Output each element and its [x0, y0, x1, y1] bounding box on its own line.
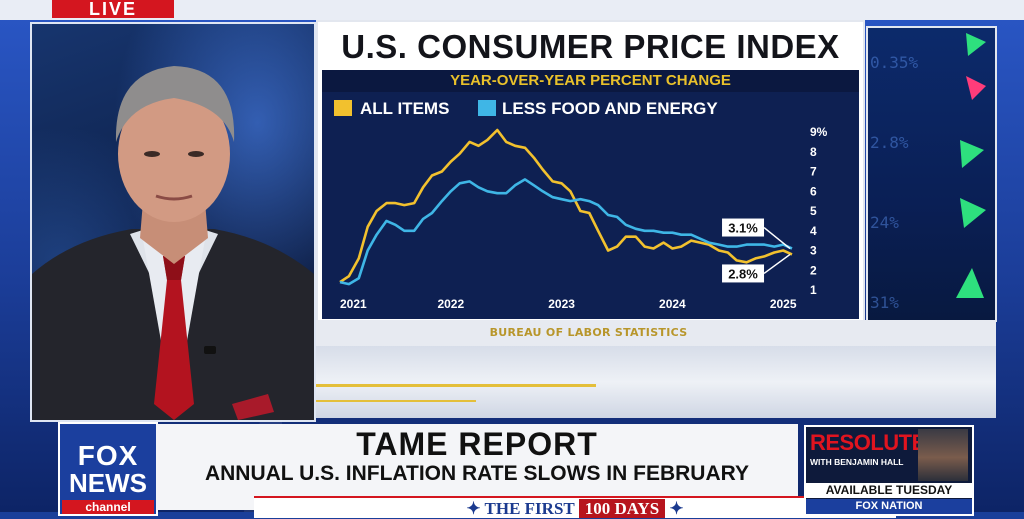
- series-line-0: [339, 128, 793, 284]
- program-banner: ✦ THE FIRST 100 DAYS ✦: [254, 496, 896, 518]
- x-tick-label: 2022: [437, 297, 464, 311]
- y-tick-label: 1: [810, 283, 817, 297]
- series-line-1: [339, 178, 793, 286]
- promo-availability: AVAILABLE TUESDAY: [806, 483, 972, 498]
- program-days-badge: 100 DAYS: [578, 499, 666, 518]
- program-title: ✦ THE FIRST 100 DAYS ✦: [254, 499, 896, 519]
- y-tick-label: 5: [810, 204, 817, 218]
- legend-swatch-all-items: [334, 100, 352, 116]
- y-tick-label: 6: [810, 184, 817, 198]
- anchor-video: [30, 22, 316, 422]
- fox-news-logo: FOX NEWS channel: [58, 422, 158, 516]
- star-icon: ✦: [665, 499, 684, 518]
- logo-news-text: NEWS: [69, 468, 147, 498]
- program-title-left: THE FIRST: [484, 499, 575, 518]
- annotation-leader: [763, 253, 791, 275]
- cpi-chart-panel: U.S. CONSUMER PRICE INDEX YEAR-OVER-YEAR…: [316, 20, 865, 324]
- y-tick-label: 7: [810, 165, 817, 179]
- legend-swatch-core: [478, 100, 496, 116]
- promo-host-photo: [918, 429, 968, 481]
- headline-box: TAME REPORT ANNUAL U.S. INFLATION RATE S…: [156, 424, 896, 518]
- market-arrows-graphic: 0.35% 2.8% 24% 31%: [870, 33, 986, 312]
- chart-source: BUREAU OF LABOR STATISTICS: [489, 326, 688, 339]
- svg-text:24%: 24%: [870, 213, 899, 232]
- market-graphic-panel: 0.35% 2.8% 24% 31%: [866, 26, 997, 322]
- annotation-label: 3.1%: [728, 221, 758, 236]
- y-tick-label: 9%: [810, 125, 828, 139]
- annotation-box: [722, 264, 765, 283]
- star-icon: ✦: [466, 499, 485, 518]
- lower-third: FOX NEWS channel TAME REPORT ANNUAL U.S.…: [58, 420, 896, 518]
- gold-stripe: [316, 384, 596, 387]
- y-tick-label: 2: [810, 263, 817, 277]
- annotation-leader: [763, 226, 791, 250]
- logo-channel-text: channel: [62, 500, 154, 514]
- chart-legend: ALL ITEMS LESS FOOD AND ENERGY: [334, 99, 718, 118]
- axis-layer: 2021 2022 2023 2024 2025 9% 8 7 6 5 4 3 2 1 3.1% 2.8%: [340, 125, 828, 311]
- source-band: [316, 320, 996, 346]
- gold-stripe: [316, 400, 476, 402]
- x-tick-label: 2024: [659, 297, 686, 311]
- chart-subtitle: YEAR-OVER-YEAR PERCENT CHANGE: [322, 70, 859, 92]
- y-tick-label: 3: [810, 244, 817, 258]
- promo-title: RESOLUTE: [810, 430, 926, 455]
- promo-platform: FOX NATION: [806, 499, 972, 514]
- headline-subtitle: ANNUAL U.S. INFLATION RATE SLOWS IN FEBR…: [204, 462, 750, 485]
- annotation-label: 2.8%: [728, 266, 758, 281]
- live-badge: LIVE: [52, 0, 174, 18]
- svg-text:31%: 31%: [870, 293, 899, 312]
- plot-layer: [339, 128, 793, 286]
- top-band: [0, 0, 1024, 20]
- annotation-box: [722, 218, 765, 237]
- chart-area: YEAR-OVER-YEAR PERCENT CHANGE ALL ITEMS …: [322, 70, 859, 319]
- anchor-figure: [32, 66, 314, 420]
- x-tick-label: 2025: [770, 297, 797, 311]
- studio-deck: [316, 346, 996, 418]
- legend-label-all-items: ALL ITEMS: [360, 99, 449, 118]
- chart-title: U.S. CONSUMER PRICE INDEX: [341, 28, 840, 65]
- svg-text:0.35%: 0.35%: [870, 53, 919, 72]
- legend-label-core: LESS FOOD AND ENERGY: [502, 99, 718, 118]
- promo-box: RESOLUTE WITH BENJAMIN HALL AVAILABLE TU…: [804, 425, 974, 516]
- x-tick-label: 2021: [340, 297, 367, 311]
- y-tick-label: 8: [810, 145, 817, 159]
- y-tick-label: 4: [810, 224, 817, 238]
- logo-fox-text: FOX: [77, 440, 139, 471]
- cpi-line-chart: ALL ITEMS LESS FOOD AND ENERGY 2021 2022 2…: [334, 99, 828, 311]
- x-tick-label: 2023: [548, 297, 575, 311]
- svg-text:2.8%: 2.8%: [870, 133, 909, 152]
- promo-host: WITH BENJAMIN HALL: [810, 457, 904, 467]
- headline-title: TAME REPORT: [356, 426, 598, 462]
